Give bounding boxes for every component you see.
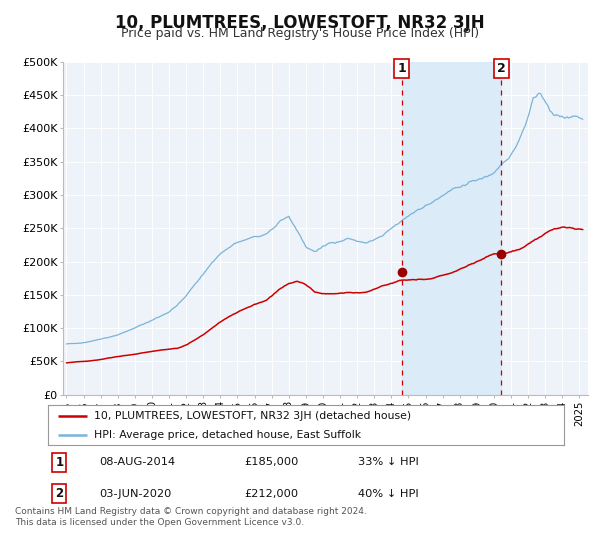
Text: 10, PLUMTREES, LOWESTOFT, NR32 3JH: 10, PLUMTREES, LOWESTOFT, NR32 3JH [115,14,485,32]
Text: Contains HM Land Registry data © Crown copyright and database right 2024.: Contains HM Land Registry data © Crown c… [15,507,367,516]
Text: £185,000: £185,000 [244,457,298,467]
Text: 40% ↓ HPI: 40% ↓ HPI [358,489,418,499]
Bar [401,62,501,395]
Text: £212,000: £212,000 [244,489,298,499]
Text: Price paid vs. HM Land Registry's House Price Index (HPI): Price paid vs. HM Land Registry's House … [121,27,479,40]
Text: 1: 1 [397,62,406,75]
Text: 08-AUG-2014: 08-AUG-2014 [100,457,176,467]
Text: 33% ↓ HPI: 33% ↓ HPI [358,457,418,467]
Text: HPI: Average price, detached house, East Suffolk: HPI: Average price, detached house, East… [94,430,362,440]
Text: 2: 2 [55,487,64,501]
Text: 1: 1 [55,456,64,469]
Text: 10, PLUMTREES, LOWESTOFT, NR32 3JH (detached house): 10, PLUMTREES, LOWESTOFT, NR32 3JH (deta… [94,411,412,421]
Text: This data is licensed under the Open Government Licence v3.0.: This data is licensed under the Open Gov… [15,519,304,528]
Text: 2: 2 [497,62,506,75]
Text: 03-JUN-2020: 03-JUN-2020 [100,489,172,499]
